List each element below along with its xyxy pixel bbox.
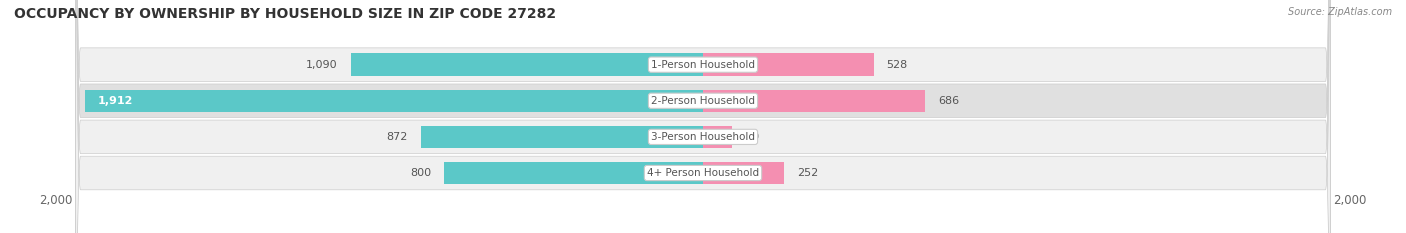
Text: Source: ZipAtlas.com: Source: ZipAtlas.com: [1288, 7, 1392, 17]
Text: 528: 528: [887, 60, 908, 70]
Bar: [444, 162, 703, 184]
Text: 2-Person Household: 2-Person Household: [651, 96, 755, 106]
Text: OCCUPANCY BY OWNERSHIP BY HOUSEHOLD SIZE IN ZIP CODE 27282: OCCUPANCY BY OWNERSHIP BY HOUSEHOLD SIZE…: [14, 7, 557, 21]
Text: 90: 90: [745, 132, 759, 142]
Bar: [350, 53, 703, 76]
Text: 4+ Person Household: 4+ Person Household: [647, 168, 759, 178]
Bar: [703, 53, 873, 76]
Text: 1-Person Household: 1-Person Household: [651, 60, 755, 70]
Bar: [703, 89, 925, 112]
Bar: [420, 126, 703, 148]
Text: 800: 800: [411, 168, 432, 178]
Bar: [84, 89, 703, 112]
FancyBboxPatch shape: [76, 0, 1330, 233]
FancyBboxPatch shape: [76, 0, 1330, 233]
Text: 1,090: 1,090: [307, 60, 337, 70]
Text: 1,912: 1,912: [97, 96, 134, 106]
FancyBboxPatch shape: [76, 0, 1330, 233]
Text: 252: 252: [797, 168, 818, 178]
FancyBboxPatch shape: [76, 0, 1330, 233]
Text: 686: 686: [938, 96, 959, 106]
Text: 3-Person Household: 3-Person Household: [651, 132, 755, 142]
Text: 872: 872: [387, 132, 408, 142]
Bar: [703, 126, 733, 148]
Bar: [703, 162, 785, 184]
